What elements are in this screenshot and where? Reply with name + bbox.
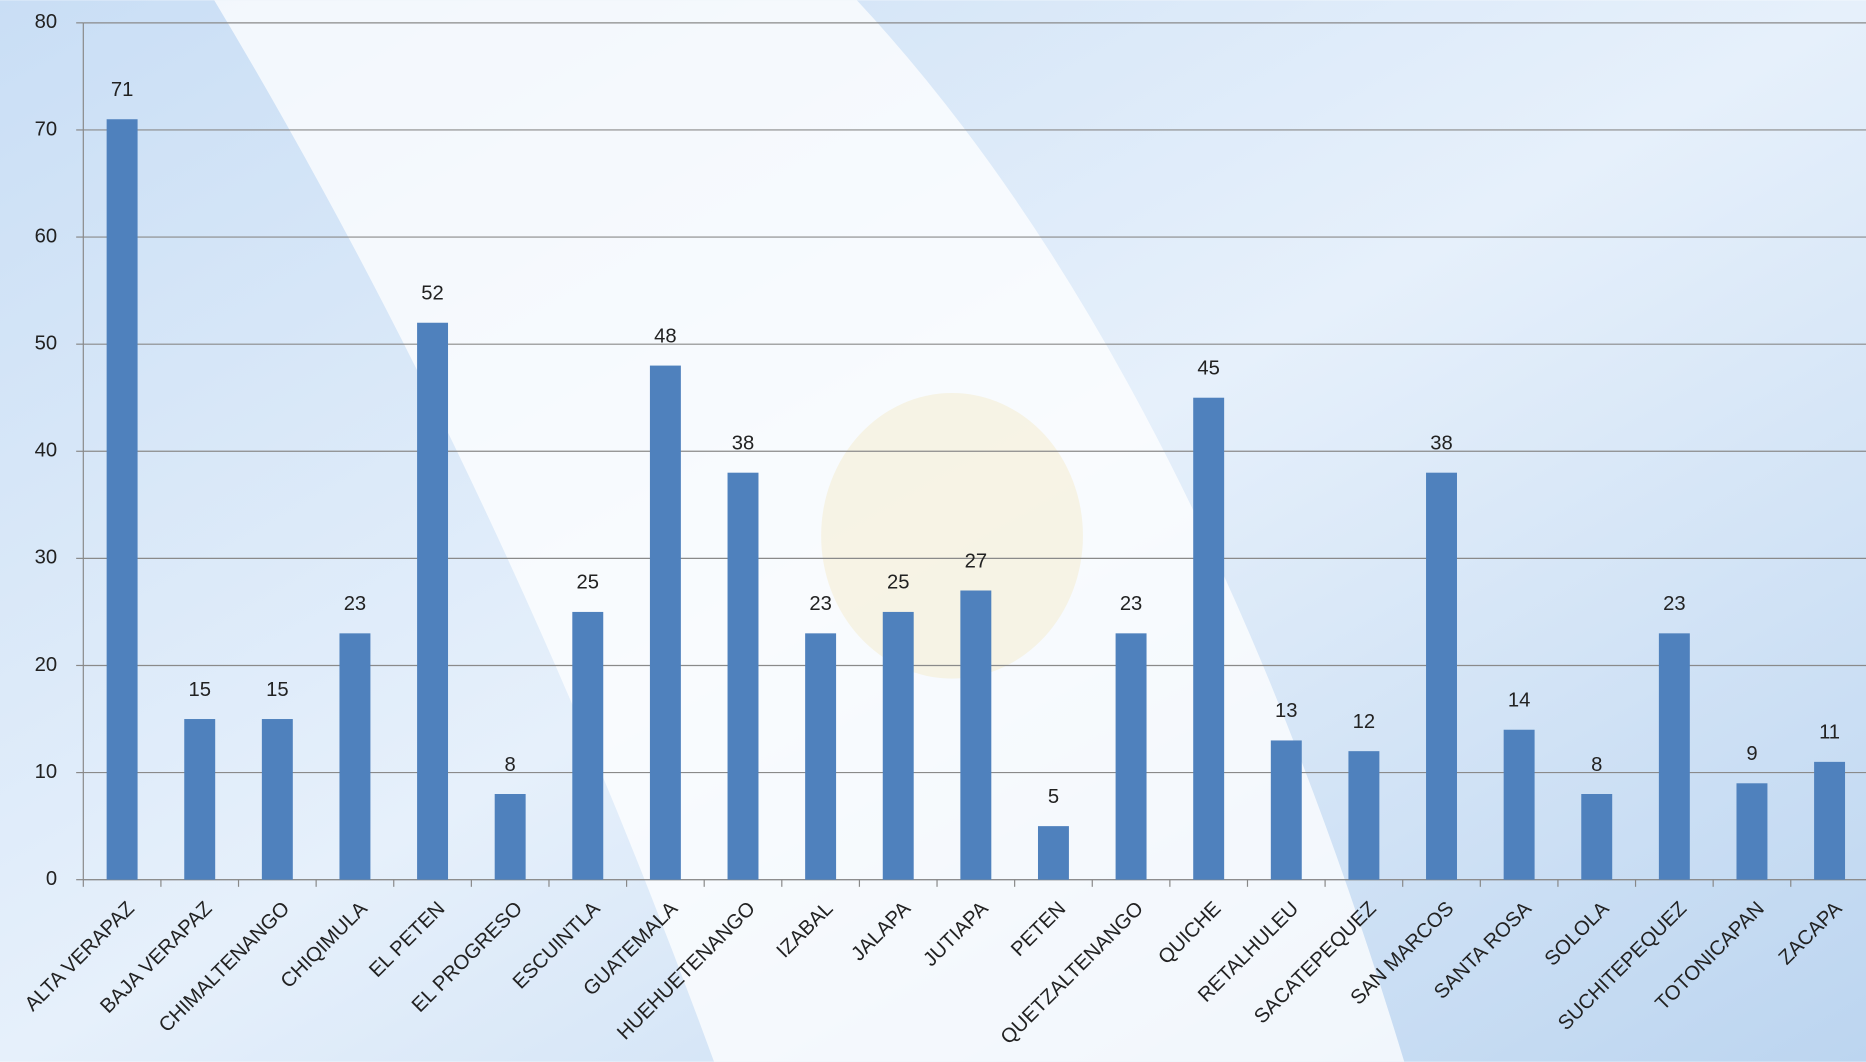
value-label: 25 <box>887 572 910 594</box>
value-label: 5 <box>1048 786 1059 808</box>
bar <box>1736 783 1768 880</box>
bar <box>1348 751 1380 880</box>
bar <box>1581 794 1613 880</box>
value-label: 14 <box>1508 690 1531 712</box>
value-label: 9 <box>1746 743 1757 765</box>
value-label: 27 <box>965 550 988 572</box>
bar <box>417 322 449 880</box>
value-label: 25 <box>577 572 600 594</box>
bar <box>184 719 216 880</box>
y-tick-label: 40 <box>35 440 57 462</box>
value-label: 71 <box>111 79 134 101</box>
value-label: 48 <box>654 325 677 347</box>
value-label: 13 <box>1275 700 1297 722</box>
value-label: 23 <box>1663 593 1686 615</box>
bar <box>1037 826 1069 880</box>
bar <box>805 633 837 880</box>
y-tick-label: 30 <box>35 547 57 569</box>
bar <box>1658 633 1690 880</box>
value-label: 23 <box>344 593 367 615</box>
y-tick-label: 10 <box>35 761 57 783</box>
bar <box>261 719 293 880</box>
bar <box>572 611 604 880</box>
value-label: 8 <box>1591 754 1602 776</box>
value-label: 23 <box>809 593 831 615</box>
value-label: 38 <box>1430 432 1453 454</box>
bar <box>882 611 914 880</box>
y-tick-label: 20 <box>35 654 57 676</box>
y-tick-label: 70 <box>35 118 57 140</box>
bar <box>1503 729 1535 880</box>
bar <box>494 794 526 880</box>
y-tick-label: 50 <box>35 333 57 355</box>
bar <box>106 119 138 880</box>
value-label: 23 <box>1120 593 1143 615</box>
flag-stripe <box>214 0 1405 1062</box>
bar <box>1193 397 1225 880</box>
value-label: 15 <box>266 679 289 701</box>
bar <box>1426 472 1457 880</box>
y-tick-label: 60 <box>35 225 57 247</box>
value-label: 45 <box>1197 357 1220 379</box>
bar <box>727 472 759 880</box>
y-tick-label: 80 <box>35 11 57 33</box>
y-tick-label: 0 <box>46 868 57 890</box>
bar <box>960 590 992 880</box>
value-label: 38 <box>732 432 755 454</box>
bar <box>1115 633 1147 880</box>
bar <box>649 365 681 880</box>
value-label: 8 <box>505 754 516 776</box>
emblem <box>821 392 1083 679</box>
value-label: 15 <box>188 679 211 701</box>
value-label: 11 <box>1819 722 1840 744</box>
bar <box>339 633 371 880</box>
bar <box>1270 740 1302 880</box>
value-label: 52 <box>421 283 443 305</box>
bar <box>1814 761 1846 880</box>
value-label: 12 <box>1353 711 1376 733</box>
